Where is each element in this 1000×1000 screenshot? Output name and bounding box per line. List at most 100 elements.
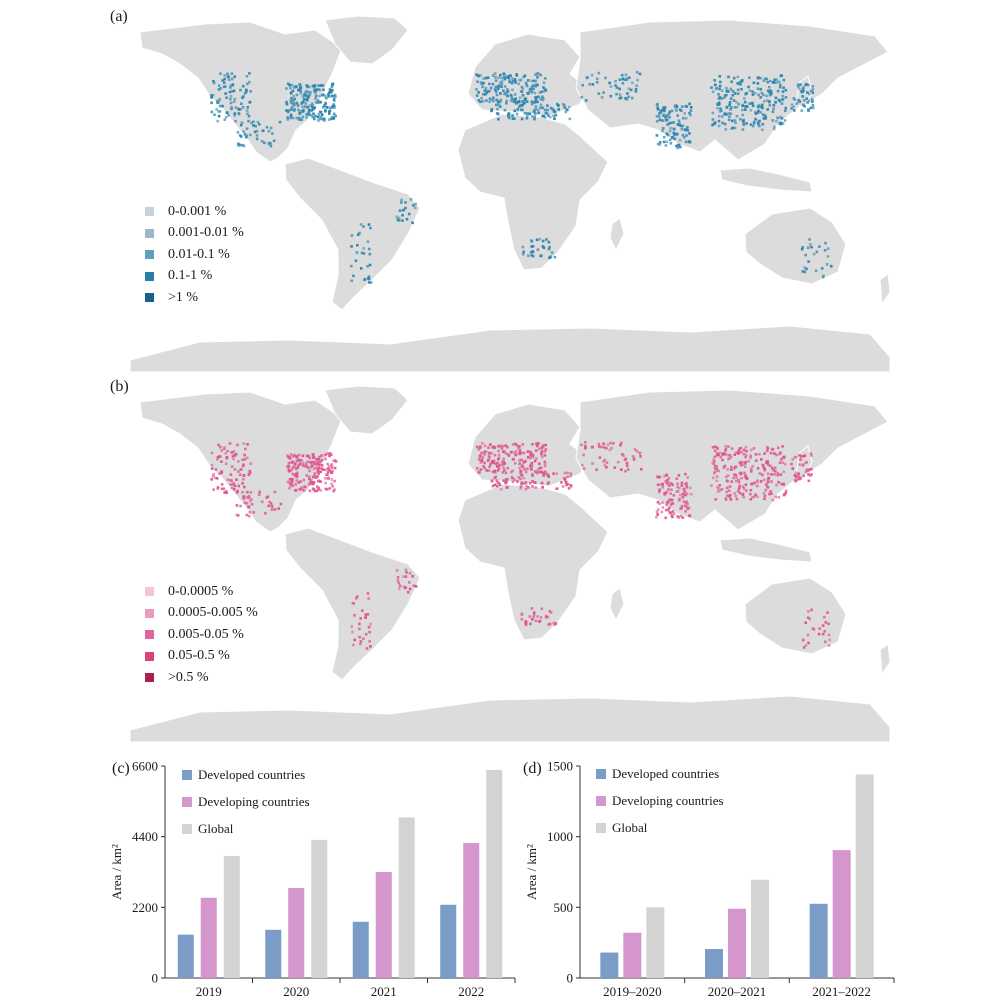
data-point [635, 450, 639, 453]
data-point [729, 87, 733, 91]
data-point [686, 129, 690, 132]
data-point [614, 79, 617, 83]
data-point [514, 97, 517, 100]
data-point [500, 447, 504, 450]
data-point [673, 127, 676, 131]
data-point [569, 472, 573, 475]
data-point [674, 132, 678, 136]
data-point [223, 491, 226, 494]
data-point [369, 281, 373, 284]
data-point [286, 118, 290, 121]
data-point [295, 116, 299, 120]
data-point [315, 88, 318, 91]
data-point [243, 92, 247, 95]
data-point [224, 92, 227, 96]
data-point [358, 635, 361, 639]
data-point [509, 93, 513, 97]
data-point [316, 463, 319, 467]
data-point [307, 111, 311, 115]
data-point [749, 488, 753, 492]
data-point [808, 468, 812, 471]
world-map-a [129, 15, 890, 372]
data-point [366, 240, 370, 243]
data-point [662, 135, 666, 139]
data-point [248, 469, 252, 473]
data-point [477, 448, 481, 451]
data-point [543, 454, 547, 457]
data-point [716, 106, 719, 110]
data-point [297, 88, 300, 92]
data-point [684, 117, 688, 120]
data-point [502, 466, 505, 469]
data-point [718, 87, 721, 91]
data-point [539, 254, 542, 258]
data-point [811, 103, 815, 107]
data-point [523, 112, 527, 115]
data-point [362, 225, 365, 228]
data-point [292, 453, 296, 457]
data-point [737, 92, 740, 95]
data-point [492, 99, 495, 103]
data-point [676, 482, 679, 486]
data-point [530, 87, 534, 91]
data-point [665, 140, 669, 144]
data-point [326, 473, 329, 476]
data-point [223, 118, 226, 121]
bar [288, 888, 305, 978]
data-point [248, 511, 252, 514]
data-point [755, 484, 759, 488]
data-point [597, 71, 601, 75]
data-point [782, 456, 785, 460]
data-point [488, 89, 491, 93]
data-point [505, 101, 508, 105]
data-point [679, 514, 683, 518]
data-point [569, 474, 572, 478]
data-point [270, 505, 274, 509]
data-point [735, 105, 739, 109]
legend-swatch [145, 630, 154, 640]
data-point [529, 456, 532, 460]
data-point [720, 487, 724, 491]
data-point [486, 76, 490, 79]
data-point [491, 484, 495, 488]
data-point [762, 113, 765, 116]
data-point [517, 99, 521, 103]
data-point [308, 469, 311, 473]
legend-a: 0-0.001 % 0.001-0.01 % 0.01-0.1 % 0.1-1 % >1… [145, 201, 244, 309]
data-point [740, 450, 743, 454]
data-point [661, 506, 665, 509]
data-point [515, 112, 519, 116]
data-point [237, 107, 240, 111]
data-point [299, 89, 302, 93]
data-point [732, 99, 736, 102]
data-point [527, 254, 530, 258]
data-point [661, 486, 664, 489]
data-point [805, 267, 808, 271]
data-point [661, 119, 664, 122]
data-point [313, 490, 317, 493]
data-point [801, 246, 804, 249]
data-point [309, 466, 312, 469]
data-point [260, 140, 264, 143]
y-tick-label: 1500 [547, 759, 573, 774]
data-point [227, 75, 231, 78]
data-point [739, 464, 742, 467]
data-point [740, 476, 743, 480]
data-point [226, 478, 229, 481]
data-point [588, 83, 591, 86]
data-point [537, 95, 540, 99]
landmass-greenland [324, 15, 409, 65]
data-point [510, 475, 514, 479]
data-point [483, 467, 487, 470]
data-point [550, 251, 554, 254]
data-point [665, 474, 668, 477]
data-point [524, 623, 528, 627]
data-point [245, 513, 249, 517]
data-point [546, 104, 549, 107]
data-point [723, 111, 727, 115]
data-point [723, 122, 727, 126]
data-point [293, 474, 297, 477]
data-point [821, 275, 825, 279]
data-point [763, 452, 766, 455]
data-point [662, 140, 666, 144]
